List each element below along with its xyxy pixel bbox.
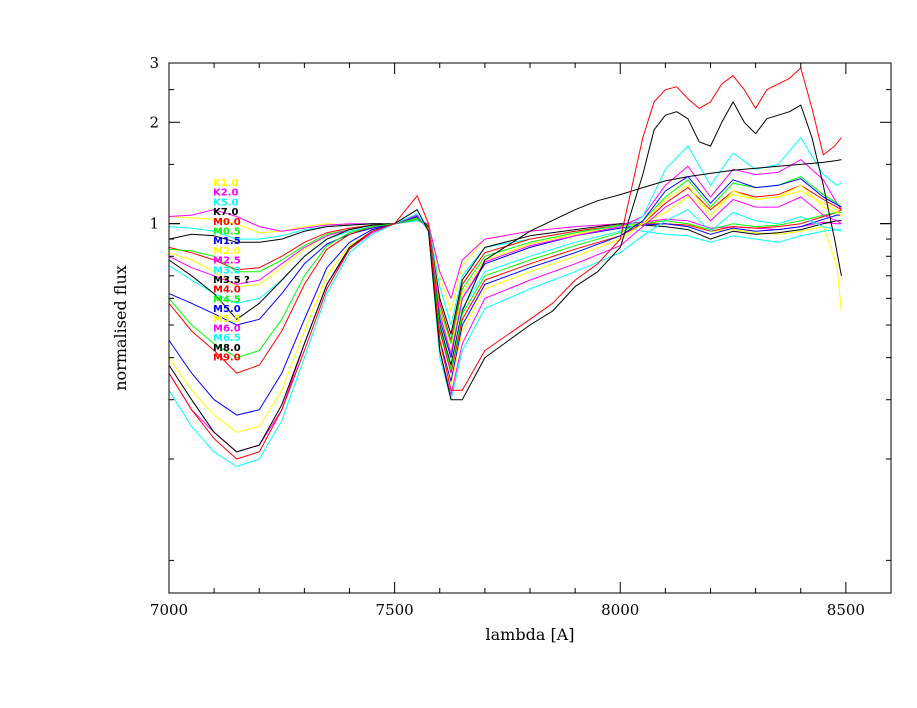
y-tick-label: 1 [149,215,159,233]
series-line-m4-0 [168,184,842,374]
series-line-m5-5 [168,184,842,433]
legend-item: M6.0 [213,324,241,335]
legend-item: M5.5 [213,314,241,325]
legend-item: M2.0 [213,246,241,257]
tick-labels-layer: 7000 7500 8000 8500 1 2 3 [149,54,865,619]
legend-item: K1.0 [213,178,239,189]
legend-item: M1.5 [213,236,241,247]
series-line-m9-0 [168,67,842,460]
legend-item: M4.5 [213,294,241,305]
legend-item: M6.5 [213,333,241,344]
series-line-m5-0 [168,176,842,416]
series-line-m0-5 [168,211,842,345]
series-line-m0-0 [168,209,842,341]
ticks-layer [168,62,892,593]
legend-item: M0.5 [213,227,241,238]
legend: K1.0K2.0K5.0K7.0M0.0M0.5M1.5M2.0M2.5M3.0… [213,178,250,364]
series-layer [168,67,842,467]
legend-item: M3.0 [213,265,241,276]
legend-item: M3.5 [213,275,241,286]
legend-item: M4.0 [213,285,241,296]
legend-item: M2.5 [213,256,241,267]
legend-item: M5.0 [213,304,241,315]
legend-note: ? [244,275,250,286]
x-tick-label: 7500 [376,601,414,619]
x-axis-label: lambda [A] [486,625,575,644]
series-line-m3-5 [168,159,842,366]
series-line-m2-5 [168,159,842,355]
series-line-m8-0 [168,101,842,453]
legend-item: M8.0 [213,343,241,354]
series-line-k7-0 [168,218,842,335]
legend-item: K5.0 [213,197,239,208]
x-tick-label: 8000 [601,601,639,619]
series-line-m6-5 [168,209,842,467]
x-tick-label: 8500 [827,601,865,619]
y-tick-label: 2 [149,113,159,131]
y-axis-label: normalised flux [111,265,130,391]
series-line-k5-0 [168,220,842,326]
legend-item: M9.0 [213,353,241,364]
x-tick-label: 7000 [150,601,188,619]
legend-item: K2.0 [213,188,239,199]
legend-item: K7.0 [213,207,239,218]
legend-item: M0.0 [213,217,241,228]
y-tick-label: 3 [149,54,159,72]
